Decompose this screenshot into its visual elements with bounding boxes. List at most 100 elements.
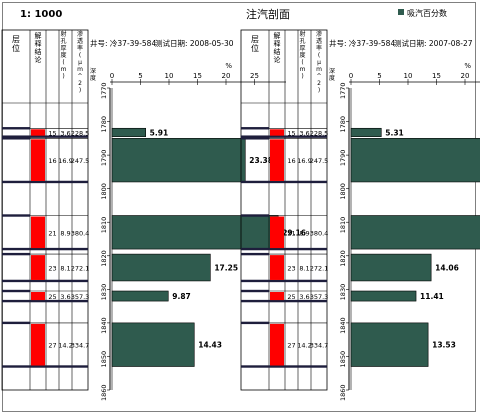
- layer-band-bottom: [241, 279, 327, 283]
- layer-band-bottom: [2, 135, 88, 138]
- data-bar: [350, 138, 480, 183]
- thickness-value: 8.1: [299, 265, 309, 273]
- layer-band-top: [241, 214, 269, 217]
- permeability-value: 228.5: [310, 129, 329, 137]
- interval-marker: [270, 323, 284, 366]
- depth-tick-label: 1850: [339, 351, 347, 368]
- layer-number: 16: [287, 157, 295, 165]
- depth-axis-label: 深度: [90, 67, 96, 82]
- layer-number: 27: [48, 342, 56, 350]
- x-tick-label: 25: [250, 72, 259, 80]
- col-header-layer: 层位: [251, 35, 259, 53]
- data-bar: [350, 253, 432, 282]
- data-bar: [111, 138, 246, 183]
- data-label: 13.53: [432, 341, 456, 350]
- depth-tick-label: 1780: [339, 116, 347, 133]
- permeability-value: 357.3: [310, 293, 329, 301]
- thickness-value: 14.2: [58, 342, 72, 350]
- x-tick-label: 0: [110, 72, 114, 80]
- interval-marker: [270, 216, 284, 249]
- layer-band-top: [2, 127, 30, 130]
- depth-tick-label: 1850: [100, 351, 108, 368]
- layer-band-top: [241, 252, 269, 256]
- x-tick-label: 10: [165, 72, 174, 80]
- scale-label: 1: 1000: [20, 9, 62, 20]
- depth-tick-label: 1810: [100, 217, 108, 234]
- interval-marker: [31, 323, 45, 366]
- data-bar: [111, 322, 195, 367]
- data-label: 23.38: [249, 156, 273, 165]
- thickness-value: 14.2: [297, 342, 311, 350]
- permeability-value: 357.3: [71, 293, 90, 301]
- thickness-value: 8.9: [60, 229, 70, 237]
- data-bar: [111, 253, 211, 282]
- x-unit-label: %: [225, 62, 232, 70]
- data-bar: [350, 322, 429, 367]
- legend-swatch: [398, 9, 404, 15]
- x-tick-label: 10: [404, 72, 413, 80]
- layer-band-top: [2, 214, 30, 217]
- layer-number: 21: [287, 229, 295, 237]
- layer-band-bottom: [2, 299, 88, 303]
- depth-axis-label: 深度: [329, 67, 335, 82]
- col-header-thickness: 射孔厚度(m): [299, 30, 305, 80]
- x-tick-label: 15: [193, 72, 202, 80]
- layer-number: 15: [48, 129, 56, 137]
- thickness-value: 3.6: [60, 129, 70, 137]
- layer-band-top: [241, 127, 269, 130]
- layer-number: 27: [287, 342, 295, 350]
- layer-band-bottom: [2, 180, 88, 184]
- layer-band-bottom: [241, 365, 327, 368]
- depth-tick-label: 1800: [339, 183, 347, 200]
- x-tick-label: 5: [138, 72, 142, 80]
- x-tick-label: 5: [377, 72, 381, 80]
- col-header-layer: 层位: [12, 35, 20, 53]
- data-label: 5.31: [385, 128, 404, 137]
- depth-tick-label: 1840: [100, 317, 108, 334]
- interval-marker: [270, 129, 284, 136]
- col-header-interpretation: 解释结论: [274, 31, 281, 64]
- col-header-permeability: 渗透率(μ m ^ 2): [77, 30, 83, 94]
- depth-tick-label: 1810: [339, 217, 347, 234]
- depth-tick-label: 1860: [100, 384, 108, 401]
- well-label: 井号: 冷37-39-584: [329, 38, 395, 48]
- thickness-value: 16.9: [58, 157, 72, 165]
- permeability-value: 228.5: [71, 129, 90, 137]
- left-table-border: [1, 29, 89, 391]
- depth-tick-label: 1790: [339, 150, 347, 167]
- thickness-value: 16.9: [297, 157, 311, 165]
- data-label: 5.91: [150, 128, 169, 137]
- thickness-value: 8.9: [299, 229, 309, 237]
- layer-number: 16: [48, 157, 56, 165]
- layer-number: 15: [287, 129, 295, 137]
- permeability-value: 247.5: [310, 157, 329, 165]
- thickness-value: 8.1: [60, 265, 70, 273]
- layer-band-bottom: [2, 247, 88, 251]
- permeability-value: 334.7: [71, 342, 90, 350]
- layer-band-bottom: [2, 365, 88, 368]
- interval-marker: [31, 129, 45, 136]
- layer-number: 23: [48, 265, 56, 273]
- depth-tick-label: 1820: [100, 250, 108, 267]
- x-tick-label: 0: [349, 72, 353, 80]
- data-label: 17.25: [214, 264, 238, 273]
- section-title: 注汽剖面: [246, 7, 290, 21]
- permeability-value: 272.1: [71, 265, 90, 273]
- interval-marker: [270, 255, 284, 280]
- depth-tick-label: 1830: [100, 284, 108, 301]
- depth-tick-label: 1840: [339, 317, 347, 334]
- layer-band-top: [241, 137, 269, 140]
- interval-marker: [270, 139, 284, 181]
- interval-marker: [270, 292, 284, 301]
- depth-tick-label: 1770: [100, 82, 108, 99]
- data-bar: [350, 215, 480, 250]
- layer-number: 21: [48, 229, 56, 237]
- layer-number: 25: [287, 293, 295, 301]
- permeability-value: 334.7: [310, 342, 329, 350]
- layer-band-bottom: [241, 180, 327, 184]
- permeability-value: 247.5: [71, 157, 90, 165]
- col-header-interpretation: 解释结论: [35, 31, 42, 64]
- x-tick-label: 20: [461, 72, 470, 80]
- layer-band-bottom: [241, 299, 327, 303]
- x-tick-label: 20: [222, 72, 231, 80]
